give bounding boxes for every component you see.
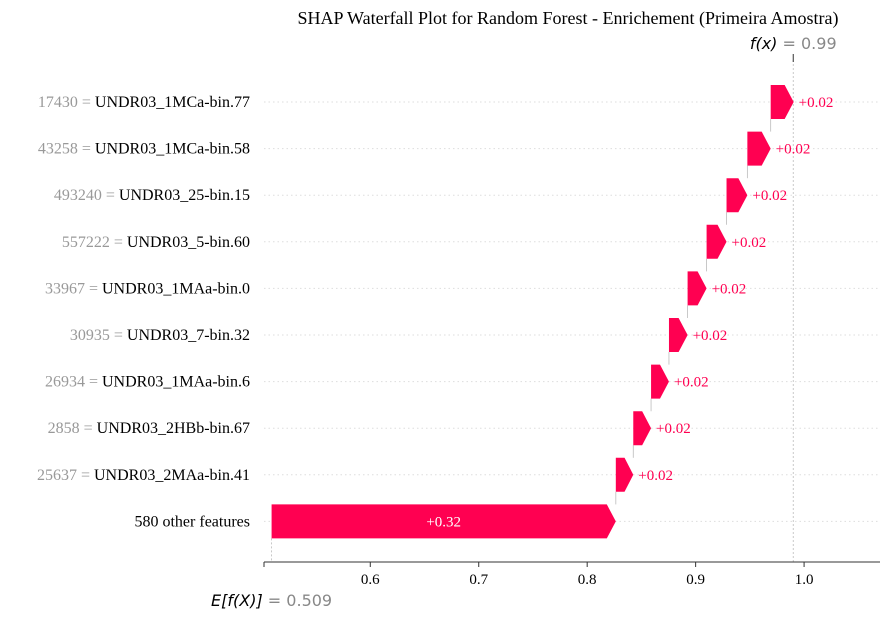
feature-name: UNDR03_25-bin.15 [119,187,250,204]
shap-bar [633,411,652,446]
feature-name: UNDR03_1MAa-bin.6 [102,374,250,391]
feature-value: 493240 = [54,187,119,204]
feature-value: 26934 = [45,374,102,391]
feature-name: UNDR03_2HBb-bin.67 [97,420,250,437]
base-value-annotation: E[f(X)] = 0.509 [211,591,332,610]
x-tick-label: 1.0 [795,572,814,588]
shap-bar [668,318,688,352]
shap-value-label: +0.02 [799,95,834,111]
shap-bar [747,131,771,166]
feature-label: 30935 = UNDR03_7-bin.32 [70,327,250,344]
feature-labels: 17430 = UNDR03_1MCa-bin.77 43258 = UNDR03… [37,94,250,530]
x-tick-label: 0.6 [361,572,380,588]
feature-value: 43258 = [38,141,95,158]
x-axis: 0.6 0.7 0.8 0.9 1.0 [263,561,880,588]
shap-bar [770,85,794,119]
feature-name: UNDR03_7-bin.32 [127,327,250,344]
feature-value: 557222 = [62,234,127,251]
feature-value: 25637 = [37,467,94,484]
feature-label: 557222 = UNDR03_5-bin.60 [62,234,250,251]
feature-value: 33967 = [45,280,102,297]
shap-value-label: +0.02 [693,328,728,344]
feature-label: 580 other features [134,513,250,530]
final-value-annotation: f(x) = 0.99 [750,34,837,53]
x-tick-label: 0.9 [686,572,705,588]
feature-label: 26934 = UNDR03_1MAa-bin.6 [45,374,250,391]
feature-label: 2858 = UNDR03_2HBb-bin.67 [48,420,250,437]
shap-value-label: +0.02 [752,188,787,204]
feature-label: 17430 = UNDR03_1MCa-bin.77 [38,94,250,111]
x-tick-label: 0.7 [469,572,488,588]
feature-label: 33967 = UNDR03_1MAa-bin.0 [45,280,250,297]
shap-bar [651,364,669,399]
chart-title: SHAP Waterfall Plot for Random Forest - … [298,8,839,29]
shap-value-label: +0.02 [638,468,673,484]
feature-label: 493240 = UNDR03_25-bin.15 [54,187,250,204]
annotations: f(x) = 0.99 E[f(X)] = 0.509 [211,34,837,610]
feature-name: 580 other features [134,513,250,530]
feature-name: UNDR03_5-bin.60 [127,234,250,251]
feature-name: UNDR03_1MAa-bin.0 [102,280,250,297]
shap-value-label: +0.02 [712,281,747,297]
reference-lines [271,54,794,562]
waterfall-bars: +0.02 +0.02 +0.02 +0.02 +0.02 +0.02 +0.02 +0.02… [271,85,834,539]
shap-bar [271,504,616,539]
feature-name: UNDR03_1MCa-bin.58 [95,141,250,158]
shap-bar [615,457,634,492]
shap-value-label: +0.02 [656,421,691,437]
shap-bar [706,224,727,259]
feature-label: 25637 = UNDR03_2MAa-bin.41 [37,467,250,484]
shap-value-label: +0.02 [732,235,767,251]
feature-name: UNDR03_2MAa-bin.41 [94,467,250,484]
x-tick-label: 0.8 [578,572,597,588]
shap-bar [726,178,748,213]
shap-value-label: +0.02 [776,142,811,158]
feature-name: UNDR03_1MCa-bin.77 [95,94,250,111]
feature-value: 17430 = [38,94,95,111]
shap-bar [687,271,707,306]
shap-value-label: +0.32 [426,514,461,530]
feature-label: 43258 = UNDR03_1MCa-bin.58 [38,141,250,158]
feature-value: 30935 = [70,327,127,344]
gridlines [264,101,880,522]
feature-value: 2858 = [48,420,97,437]
shap-value-label: +0.02 [674,375,709,391]
